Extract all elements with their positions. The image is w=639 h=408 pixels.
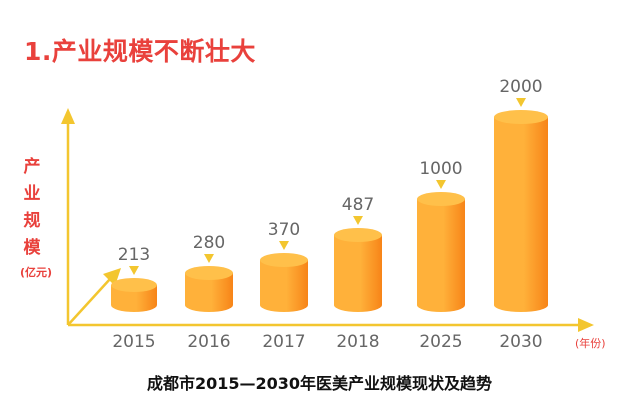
bar bbox=[417, 192, 465, 312]
value-marker bbox=[516, 98, 526, 107]
y-axis-label: 产业规模 bbox=[24, 156, 42, 258]
x-tick-label: 2015 bbox=[112, 332, 155, 352]
y-axis-label-char: 模 bbox=[24, 237, 42, 258]
bar bbox=[185, 266, 233, 312]
bar-body bbox=[260, 260, 308, 312]
y-axis-label-char: 产 bbox=[24, 156, 41, 177]
value-marker bbox=[436, 180, 446, 189]
data-labels: 213 280 370 487 1000 2000 bbox=[118, 77, 543, 275]
bar-body bbox=[185, 273, 233, 312]
data-label: 1000 bbox=[419, 159, 462, 179]
y-axis-arrow bbox=[61, 108, 75, 124]
bar bbox=[494, 110, 548, 312]
data-label: 487 bbox=[342, 195, 374, 215]
x-tick-label: 2025 bbox=[419, 332, 462, 352]
x-tick-label: 2030 bbox=[499, 332, 542, 352]
bars bbox=[111, 110, 548, 312]
x-tick-label: 2016 bbox=[187, 332, 230, 352]
value-marker bbox=[279, 241, 289, 250]
bar-body bbox=[494, 117, 548, 312]
bar-top bbox=[260, 253, 308, 267]
x-tick-label: 2018 bbox=[336, 332, 379, 352]
y-axis-unit: (亿元) bbox=[20, 265, 52, 279]
x-axis-arrow bbox=[578, 318, 594, 332]
value-marker bbox=[204, 254, 214, 263]
bar-body bbox=[111, 285, 157, 312]
data-label: 280 bbox=[193, 233, 225, 253]
bar-top bbox=[334, 228, 382, 242]
x-tick-label: 2017 bbox=[262, 332, 305, 352]
data-label: 370 bbox=[268, 220, 300, 240]
x-axis-unit: (年份) bbox=[575, 336, 606, 350]
bar bbox=[334, 228, 382, 312]
bar bbox=[260, 253, 308, 312]
value-marker bbox=[353, 216, 363, 225]
chart-caption: 成都市2015—2030年医美产业规模现状及趋势 bbox=[146, 374, 493, 393]
bar-body bbox=[334, 235, 382, 312]
x-tick-labels: 2015 2016 2017 2018 2025 2030 bbox=[112, 332, 542, 352]
y-axis-label-char: 规 bbox=[24, 211, 41, 231]
value-marker bbox=[129, 266, 139, 275]
bar-top bbox=[185, 266, 233, 280]
bar bbox=[111, 278, 157, 312]
data-label: 213 bbox=[118, 245, 150, 265]
trend-line bbox=[67, 278, 111, 326]
axes bbox=[61, 108, 594, 332]
bar-body bbox=[417, 199, 465, 312]
page-title: 1.产业规模不断壮大 bbox=[24, 37, 256, 66]
y-axis-label-char: 业 bbox=[24, 184, 41, 204]
data-label: 2000 bbox=[499, 77, 542, 97]
bar-top bbox=[494, 110, 548, 124]
bar-top bbox=[111, 278, 157, 292]
bar-top bbox=[417, 192, 465, 206]
